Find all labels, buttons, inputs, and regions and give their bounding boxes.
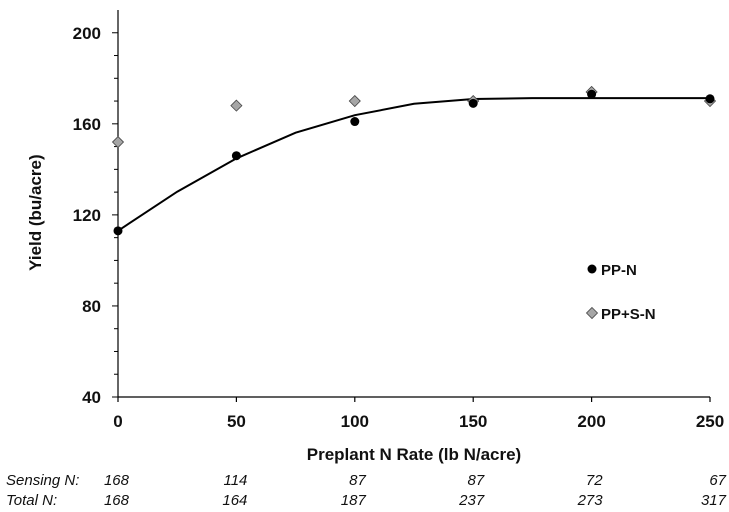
- sensing-n-value: 72: [586, 472, 603, 489]
- sensing-n-value: 168: [104, 472, 130, 489]
- total-n-value: 168: [104, 492, 130, 509]
- data-points: [111, 85, 717, 236]
- pp-n-point: [231, 151, 241, 161]
- pp-n-point: [705, 94, 715, 104]
- legend: PP-N PP+S-N: [585, 262, 656, 323]
- legend-marker-pp-s-n: [585, 306, 599, 320]
- total-n-label: Total N:: [6, 492, 57, 509]
- x-tick-label: 250: [696, 412, 724, 431]
- sensing-n-value: 114: [223, 472, 247, 489]
- y-tick-label: 80: [82, 297, 101, 316]
- total-n-value: 187: [341, 492, 367, 509]
- y-axis-title: Yield (bu/acre): [26, 154, 45, 271]
- pp-n-point: [350, 117, 360, 127]
- x-tick-label: 0: [113, 412, 122, 431]
- y-tick-label: 40: [82, 388, 101, 407]
- plot-area: 0 50 100 150 200 250 40 80 120 160 200: [73, 10, 725, 431]
- legend-label-pp-s-n: PP+S-N: [601, 306, 656, 323]
- fit-curve: [117, 97, 710, 232]
- pp-n-point: [113, 226, 123, 236]
- sensing-n-values: 168 114 87 87 72 67: [104, 472, 727, 489]
- pp-n-point: [468, 98, 478, 108]
- y-tick-label: 200: [73, 24, 101, 43]
- total-n-value: 317: [701, 492, 727, 509]
- y-tick-label: 120: [73, 206, 101, 225]
- legend-marker-pp-n: [587, 264, 597, 274]
- total-n-value: 164: [222, 492, 247, 509]
- total-n-value: 273: [577, 492, 604, 509]
- pp-s-n-point: [348, 94, 361, 108]
- sensing-n-value: 87: [468, 472, 485, 489]
- pp-s-n-point: [230, 99, 243, 112]
- x-axis-title: Preplant N Rate (lb N/acre): [307, 445, 521, 464]
- pp-n-point: [587, 89, 597, 99]
- footer-table: Sensing N: Total N: 168 114 87 87 72 67 168 16…: [6, 472, 727, 509]
- x-tick-label: 150: [459, 412, 487, 431]
- y-tick-label: 160: [73, 115, 101, 134]
- x-tick-label: 200: [577, 412, 605, 431]
- pp-s-n-point: [111, 135, 125, 149]
- sensing-n-label: Sensing N:: [6, 472, 79, 489]
- total-n-value: 237: [458, 492, 485, 509]
- legend-label-pp-n: PP-N: [601, 262, 637, 279]
- sensing-n-value: 67: [709, 472, 726, 489]
- total-n-values: 168 164 187 237 273 317: [104, 492, 727, 509]
- axis-ticks: 0 50 100 150 200 250 40 80 120 160 200: [73, 24, 725, 431]
- x-tick-label: 50: [227, 412, 246, 431]
- sensing-n-value: 87: [349, 472, 366, 489]
- x-tick-label: 100: [341, 412, 369, 431]
